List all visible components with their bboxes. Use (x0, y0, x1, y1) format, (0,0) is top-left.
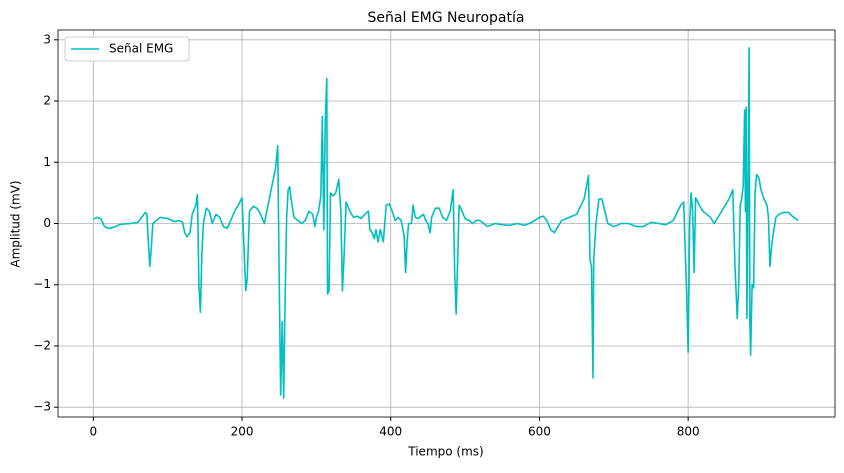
y-tick-label: −1 (33, 277, 51, 291)
x-tick-label: 400 (379, 425, 402, 439)
y-tick-label: 1 (43, 155, 51, 169)
y-tick-label: 2 (43, 94, 51, 108)
x-tick-label: 200 (231, 425, 254, 439)
y-tick-label: 0 (43, 216, 51, 230)
x-tick-label: 800 (677, 425, 700, 439)
x-tick-label: 600 (528, 425, 551, 439)
plot-frame (57, 29, 836, 418)
y-tick-label: 3 (43, 32, 51, 46)
legend-box (64, 36, 190, 62)
line-series (92, 46, 799, 399)
y-tick-label: −3 (33, 400, 51, 414)
chart-title: Señal EMG Neuropatía (368, 10, 525, 26)
y-axis-label: Amplitud (mV) (9, 180, 23, 267)
y-tick-label: −2 (33, 338, 51, 352)
x-tick-label: 0 (89, 425, 97, 439)
legend-label: Señal EMG (109, 42, 173, 56)
x-axis-label: Tiempo (ms) (407, 445, 483, 459)
